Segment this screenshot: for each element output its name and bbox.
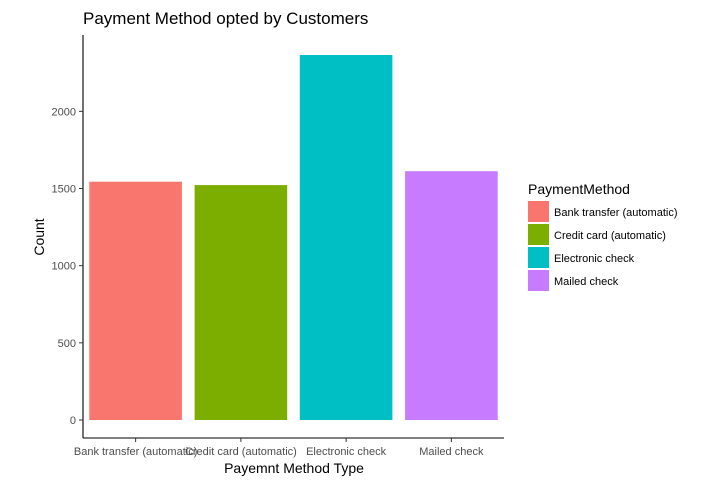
legend-label: Electronic check <box>554 253 635 265</box>
bar-1 <box>194 185 288 420</box>
x-ticks-group: Bank transfer (automatic)Credit card (au… <box>74 438 484 458</box>
legend-label: Bank transfer (automatic) <box>554 207 678 219</box>
x-tick-label: Bank transfer (automatic) <box>74 446 198 458</box>
y-tick-label: 1000 <box>52 261 76 273</box>
x-axis-title: Payemnt Method Type <box>224 460 364 476</box>
x-tick-label: Mailed check <box>419 446 484 458</box>
legend-key <box>528 270 549 291</box>
y-tick-label: 2000 <box>52 106 76 118</box>
legend-label: Mailed check <box>554 276 619 288</box>
legend-title: PaymentMethod <box>528 181 630 197</box>
chart-title: Payment Method opted by Customers <box>83 9 368 28</box>
y-axis-title: Count <box>31 218 47 255</box>
y-tick-label: 0 <box>70 415 76 427</box>
legend-label: Credit card (automatic) <box>554 230 666 242</box>
bar-0 <box>89 181 182 420</box>
legend: PaymentMethod Bank transfer (automatic) C… <box>528 181 678 291</box>
bar-2 <box>299 55 393 420</box>
y-tick-label: 1500 <box>52 183 76 195</box>
x-tick-label: Electronic check <box>306 446 387 458</box>
bars-group <box>89 55 498 420</box>
legend-key <box>528 201 549 222</box>
bar-3 <box>405 171 498 420</box>
y-ticks-group: 0 500 1000 1500 2000 <box>52 106 83 427</box>
x-tick-label: Credit card (automatic) <box>185 446 297 458</box>
y-tick-label: 500 <box>58 338 76 350</box>
legend-key <box>528 224 549 245</box>
legend-key <box>528 247 549 268</box>
